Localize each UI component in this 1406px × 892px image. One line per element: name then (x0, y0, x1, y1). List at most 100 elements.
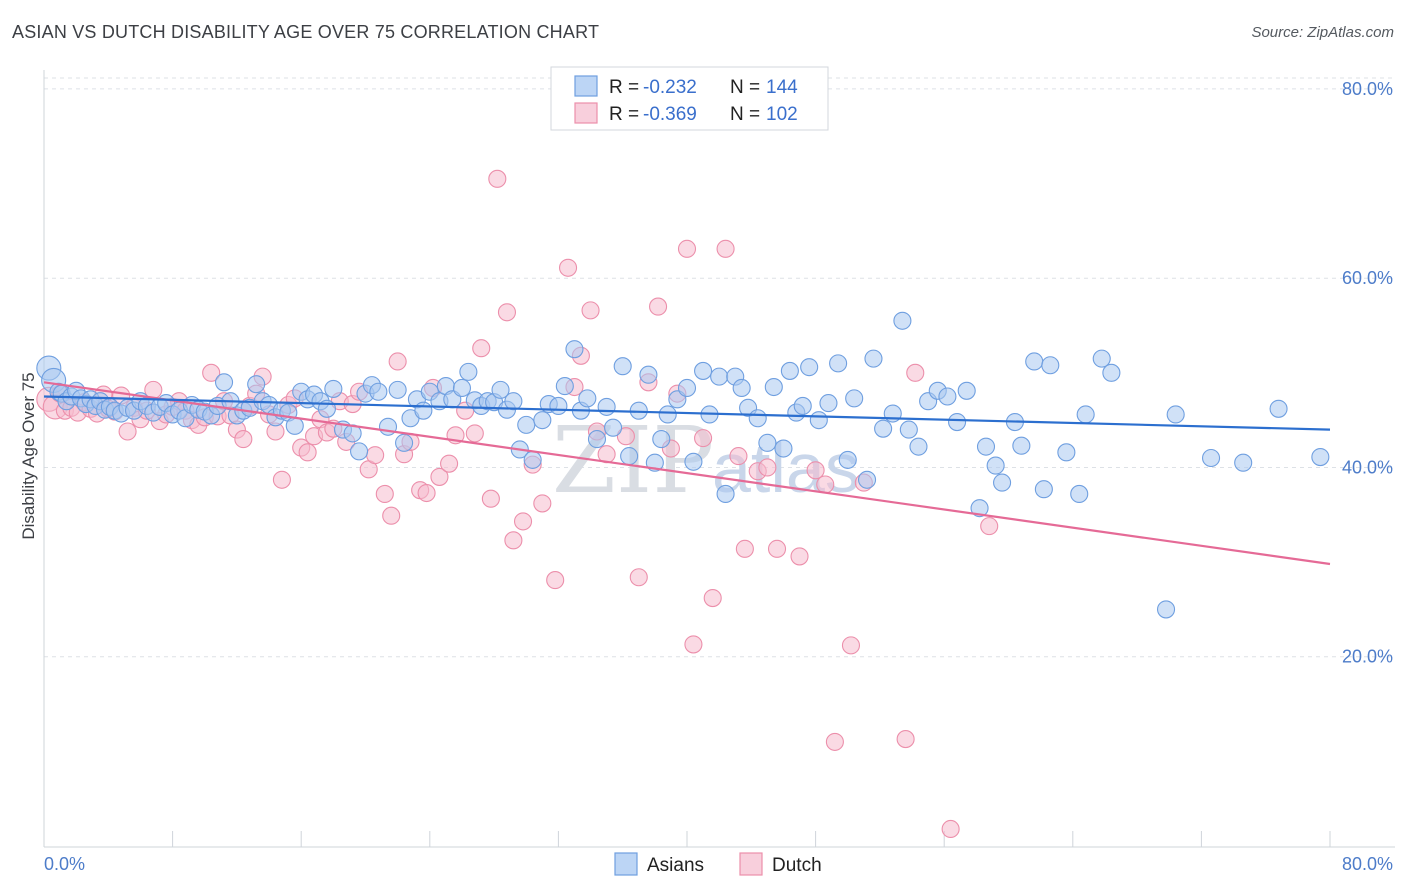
dutch-point (581, 301, 600, 320)
asians-point (1012, 436, 1031, 455)
dutch-point (790, 547, 809, 566)
dutch-point (941, 819, 960, 839)
dutch-point (694, 429, 713, 448)
dutch-point (716, 239, 735, 258)
asians-legend-swatch (614, 852, 638, 876)
asians-point (800, 358, 819, 377)
asians-point (909, 437, 928, 456)
trendlines (43, 381, 1331, 566)
asians-point (658, 405, 677, 424)
asians-point (694, 361, 713, 380)
dutch-point (472, 339, 491, 358)
asians-point (1166, 405, 1185, 424)
x-tick-label-min: 0.0% (44, 854, 85, 874)
asians-point (716, 484, 735, 504)
asians-point (732, 378, 751, 398)
asians-point (793, 396, 812, 416)
legend-r-label-asians: R = (609, 77, 639, 98)
dutch-point (272, 470, 291, 489)
dutch-point (980, 517, 999, 536)
asians-trendline (43, 395, 1331, 431)
legend-n-value-asians: 144 (766, 77, 798, 98)
dutch-point (729, 447, 748, 466)
dutch-point (388, 352, 407, 371)
asians-point (819, 394, 838, 413)
asians-point (1070, 484, 1089, 504)
legend-r-label-dutch: R = (609, 104, 639, 125)
asians-point (1076, 405, 1095, 424)
asians-point (504, 392, 523, 411)
asians-point (774, 439, 793, 458)
asians-point (874, 419, 893, 438)
dutch-point (703, 589, 722, 608)
dutch-point (906, 363, 925, 382)
chart-title: ASIAN VS DUTCH DISABILITY AGE OVER 75 CO… (12, 22, 600, 42)
dutch-point (735, 539, 754, 558)
asians-point (285, 416, 304, 435)
asians-point (652, 430, 671, 449)
legend-n-value-dutch: 102 (766, 104, 798, 125)
dutch-point (816, 475, 835, 494)
asians-swatch (574, 75, 598, 97)
legend-n-label-dutch: N = (730, 104, 760, 125)
dutch-point (375, 484, 394, 504)
asians-point (1234, 453, 1253, 472)
asians-point (893, 311, 912, 330)
asians-point (899, 420, 918, 439)
asians-point (677, 378, 697, 398)
asians-point (587, 430, 607, 449)
dutch-point (513, 512, 533, 531)
x-tick-marks (43, 831, 1331, 847)
dutch-point (440, 454, 459, 473)
dutch-trendline (43, 381, 1331, 566)
dutch-point (202, 363, 221, 382)
asians-point (710, 367, 729, 386)
dutch-legend-label: Dutch (772, 855, 822, 876)
dutch-point (382, 506, 401, 525)
asians-point (857, 470, 877, 489)
dutch-point (649, 297, 668, 316)
asians-point (957, 381, 976, 400)
dutch-point (488, 169, 507, 188)
dutch-point (118, 422, 137, 441)
dutch-point (767, 539, 787, 558)
asians-legend-label: Asians (647, 855, 704, 876)
asians-point (1057, 443, 1076, 462)
source-note: Source: ZipAtlas.com (1251, 24, 1394, 41)
asians-point (780, 361, 799, 380)
asians-point (459, 362, 478, 381)
dutch-point (504, 531, 523, 550)
legend-r-value-asians: -0.232 (643, 77, 697, 98)
asians-point (350, 442, 369, 461)
asians-point (845, 389, 864, 408)
gridlines (44, 77, 1395, 658)
asians-point (517, 415, 536, 434)
dutch-point (806, 461, 825, 480)
asians-point (491, 380, 510, 399)
asians-point (748, 409, 767, 428)
dutch-swatch (574, 102, 598, 124)
asians-point (764, 377, 783, 397)
dutch-point (684, 635, 703, 654)
axes (43, 70, 1395, 848)
dutch-point (758, 458, 777, 477)
dutch-point (497, 303, 517, 322)
asians-point (938, 387, 957, 406)
dutch-point (677, 239, 697, 258)
dutch-point (234, 430, 253, 449)
dutch-point (465, 424, 484, 443)
asians-point (758, 433, 777, 452)
asians-point (1311, 448, 1330, 467)
dutch-legend-swatch (739, 852, 763, 876)
asians-point (829, 354, 848, 373)
asians-point (1102, 363, 1121, 382)
asians-point (613, 357, 632, 376)
legend-r-value-dutch: -0.369 (643, 104, 697, 125)
asians-point (578, 389, 597, 408)
asians-point (523, 450, 542, 469)
y-axis-label: Disability Age Over 75 (19, 372, 38, 539)
asians-point (970, 499, 989, 518)
asians-point (565, 340, 584, 359)
dutch-point (896, 730, 915, 749)
